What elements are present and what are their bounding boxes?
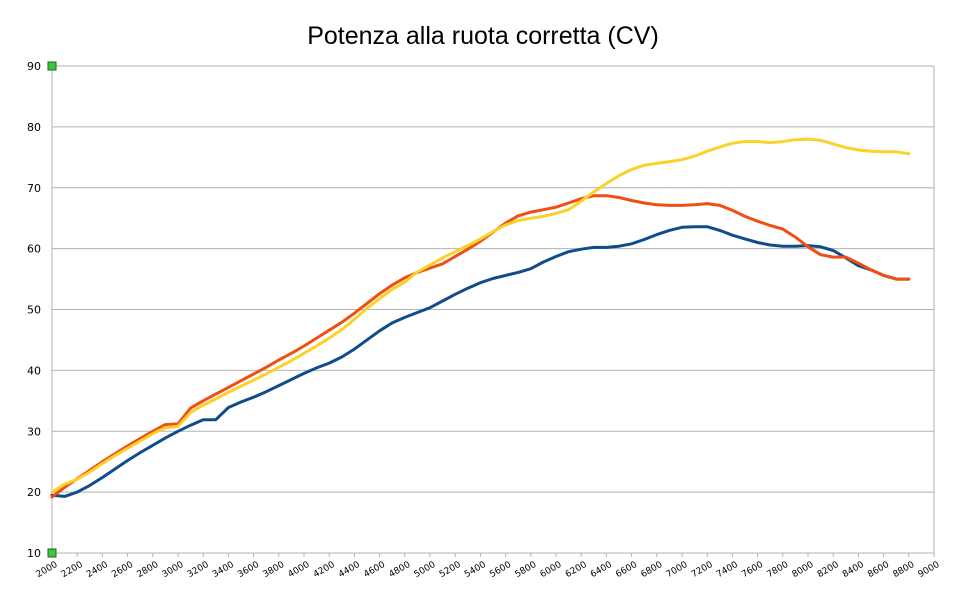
chart-title: Potenza alla ruota corretta (CV) (307, 22, 659, 50)
y-tick-label: 30 (27, 425, 41, 438)
x-tick-label: 8200 (816, 560, 841, 580)
axes (51, 66, 935, 557)
x-tick-label: 4800 (387, 560, 412, 580)
y-tick-label: 20 (27, 486, 41, 499)
x-tick-label: 7000 (665, 560, 690, 580)
x-tick-label: 5200 (438, 560, 463, 580)
y-axis-top-handle (47, 61, 57, 71)
x-tick-label: 6000 (539, 560, 564, 580)
x-tick-label: 8400 (841, 560, 866, 580)
y-tick-label: 60 (27, 243, 41, 256)
x-tick-label: 5400 (463, 560, 488, 580)
x-tick-label: 8600 (866, 560, 891, 580)
x-tick-label: 3400 (211, 560, 236, 580)
y-tick-label: 70 (27, 182, 41, 195)
x-tick-label: 4000 (287, 560, 312, 580)
x-tick-label: 6200 (564, 560, 589, 580)
x-tick-label: 2000 (35, 560, 60, 580)
y-tick-label: 90 (27, 60, 41, 73)
axis-markers (47, 61, 57, 558)
x-tick-label: 3000 (161, 560, 186, 580)
x-tick-label: 6400 (589, 560, 614, 580)
y-axis-bottom-handle (47, 548, 57, 558)
gridlines (52, 65, 935, 554)
x-tick-label: 2600 (110, 560, 135, 580)
series-line-1 (50, 225, 911, 498)
x-tick-label: 5000 (413, 560, 438, 580)
x-tick-label: 6800 (639, 560, 664, 580)
x-tick-label: 3200 (186, 560, 211, 580)
x-tick-labels: 2000 2200 2400 2600 2800 3000 3200 3400 3600 3800… (35, 560, 942, 580)
x-tick-label: 4400 (337, 560, 362, 580)
x-tick-label: 3600 (236, 560, 261, 580)
x-tick-label: 8800 (891, 560, 916, 580)
y-tick-labels: 10 20 30 40 50 60 70 80 90 (27, 60, 41, 560)
series-lines (50, 137, 911, 499)
x-tick-label: 2200 (60, 560, 85, 580)
x-tick-label: 6600 (614, 560, 639, 580)
x-tick-label: 5600 (488, 560, 513, 580)
y-tick-label: 10 (27, 547, 41, 560)
x-tick-label: 9000 (917, 560, 942, 580)
x-tick-label: 7800 (765, 560, 790, 580)
x-tick-label: 7400 (715, 560, 740, 580)
x-tick-label: 2400 (85, 560, 110, 580)
series-line-2 (50, 194, 911, 499)
x-tick-label: 5800 (513, 560, 538, 580)
series-line-3 (50, 137, 911, 494)
x-tick-label: 2800 (135, 560, 160, 580)
x-tick-label: 7200 (690, 560, 715, 580)
x-tick-label: 3800 (261, 560, 286, 580)
y-tick-label: 50 (27, 304, 41, 317)
x-tick-label: 8000 (791, 560, 816, 580)
x-tick-label: 7600 (740, 560, 765, 580)
y-tick-label: 40 (27, 364, 41, 377)
y-tick-label: 80 (27, 121, 41, 134)
x-tick-label: 4600 (362, 560, 387, 580)
x-tick-label: 4200 (312, 560, 337, 580)
